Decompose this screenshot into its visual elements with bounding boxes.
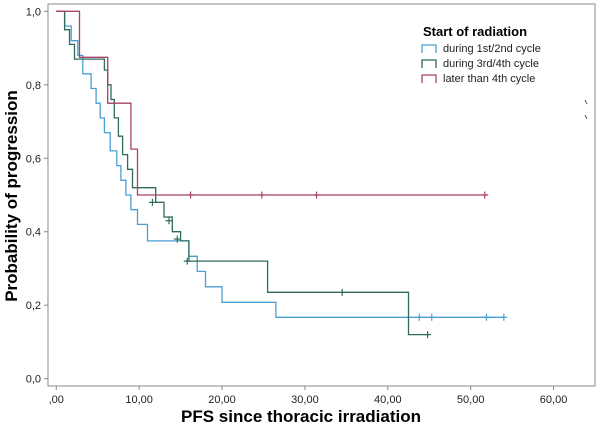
plot-area: 0,0 0,2 0,4 0,6 0,8 1,0 ,00 10,00 20,00 30,00 40,…: [26, 3, 596, 406]
x-tick-label: 10,00: [125, 394, 153, 406]
edge-marker: [584, 99, 588, 120]
censor-mark: [482, 313, 490, 321]
legend-items: during 1st/2nd cycle during 3rd/4th cycle…: [421, 43, 541, 85]
x-tick-label: 30,00: [291, 394, 319, 406]
x-tick-label: 40,00: [374, 394, 402, 406]
y-axis-ticks: 0,0 0,2 0,4 0,6 0,8 1,0: [26, 6, 48, 386]
x-tick-label: ,00: [49, 394, 64, 406]
y-tick-label: 0,0: [26, 374, 41, 386]
x-tick-label: 20,00: [208, 394, 236, 406]
censor-mark: [500, 313, 508, 321]
series-line: [56, 10, 504, 318]
series-line: [56, 10, 430, 336]
y-axis-title: Probability of progression: [2, 90, 21, 302]
censor-mark: [187, 191, 195, 199]
series-3: [56, 10, 489, 199]
censor-mark: [415, 313, 423, 321]
legend-swatch: [421, 74, 437, 83]
series-layer: [56, 10, 508, 339]
series-line: [56, 10, 488, 196]
x-tick-label: 50,00: [457, 394, 485, 406]
legend-title: Start of radiation: [423, 24, 527, 39]
legend-item: during 3rd/4th cycle: [421, 58, 539, 70]
series-2: [56, 10, 432, 339]
censor-mark: [313, 191, 321, 199]
censor-mark: [481, 191, 489, 199]
y-tick-label: 0,2: [26, 300, 41, 312]
series-1: [56, 10, 508, 321]
legend-label: later than 4th cycle: [443, 73, 535, 85]
x-axis-title: PFS since thoracic irradiation: [181, 407, 421, 426]
legend-label: during 3rd/4th cycle: [443, 58, 539, 70]
censor-mark: [424, 331, 432, 339]
censor-mark: [258, 191, 266, 199]
legend-item: during 1st/2nd cycle: [421, 43, 541, 55]
legend-swatch: [421, 59, 437, 68]
y-tick-label: 0,4: [26, 227, 41, 239]
legend-item: later than 4th cycle: [421, 73, 535, 85]
censor-mark: [338, 288, 346, 296]
censor-mark: [165, 217, 173, 225]
y-tick-label: 1,0: [26, 6, 41, 18]
x-tick-label: 60,00: [540, 394, 568, 406]
censor-mark: [148, 198, 156, 206]
x-axis-ticks: ,00 10,00 20,00 30,00 40,00 50,00 60,00: [49, 386, 568, 406]
censor-mark: [428, 313, 436, 321]
y-tick-label: 0,6: [26, 153, 41, 165]
legend-swatch: [421, 44, 437, 53]
censor-mark: [183, 257, 191, 265]
legend: Start of radiation during 1st/2nd cycled…: [421, 24, 541, 85]
plot-frame: [47, 3, 596, 387]
censor-mark: [173, 235, 181, 243]
y-tick-label: 0,8: [26, 80, 41, 92]
legend-label: during 1st/2nd cycle: [443, 43, 541, 55]
